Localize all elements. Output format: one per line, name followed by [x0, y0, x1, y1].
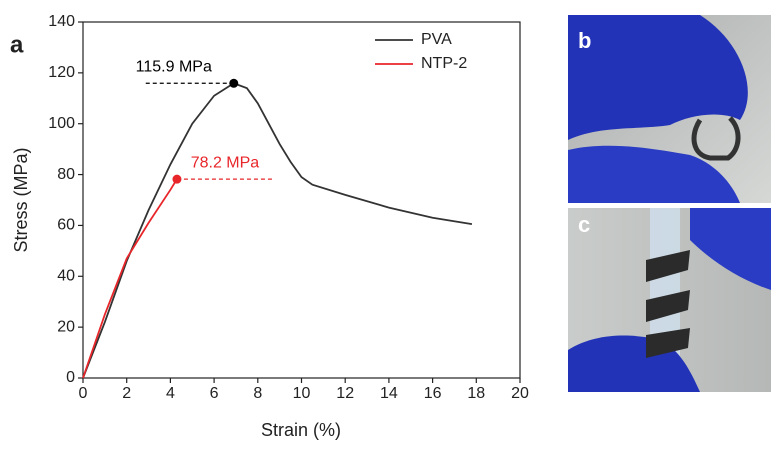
photo-b	[568, 15, 771, 203]
y-tick-label: 0	[66, 369, 75, 386]
x-tick-label: 2	[122, 385, 131, 402]
annotation: 78.2 MPa	[191, 154, 260, 171]
y-tick-label: 80	[57, 166, 75, 183]
x-tick-label: 0	[79, 385, 88, 402]
line	[82, 178, 178, 379]
x-tick-label: 4	[166, 385, 175, 402]
x-axis-label: Strain (%)	[261, 420, 341, 440]
peak-marker	[172, 174, 182, 184]
annotation: 115.9 MPa	[136, 59, 212, 76]
x-tick-label: 16	[424, 385, 442, 402]
legend-label: NTP-2	[421, 55, 467, 72]
x-tick-label: 14	[380, 385, 398, 402]
peak-marker	[229, 78, 239, 88]
x-tick-label: 18	[467, 385, 485, 402]
photo-c	[568, 208, 771, 392]
y-tick-label: 120	[48, 64, 75, 81]
y-axis-label: Stress (MPa)	[11, 147, 31, 252]
x-tick-label: 10	[293, 385, 311, 402]
x-tick-label: 12	[336, 385, 354, 402]
panel-label: b	[578, 28, 591, 53]
x-tick-label: 8	[253, 385, 262, 402]
line	[82, 82, 473, 379]
legend-label: PVA	[421, 31, 452, 48]
y-tick-label: 100	[48, 115, 75, 132]
x-tick-label: 6	[210, 385, 219, 402]
panel-label: a	[10, 31, 24, 58]
y-tick-label: 140	[48, 13, 75, 30]
y-tick-label: 60	[57, 217, 75, 234]
y-tick-label: 40	[57, 268, 75, 285]
panel-label: c	[578, 212, 590, 237]
x-tick-label: 20	[511, 385, 529, 402]
y-tick-label: 20	[57, 318, 75, 335]
